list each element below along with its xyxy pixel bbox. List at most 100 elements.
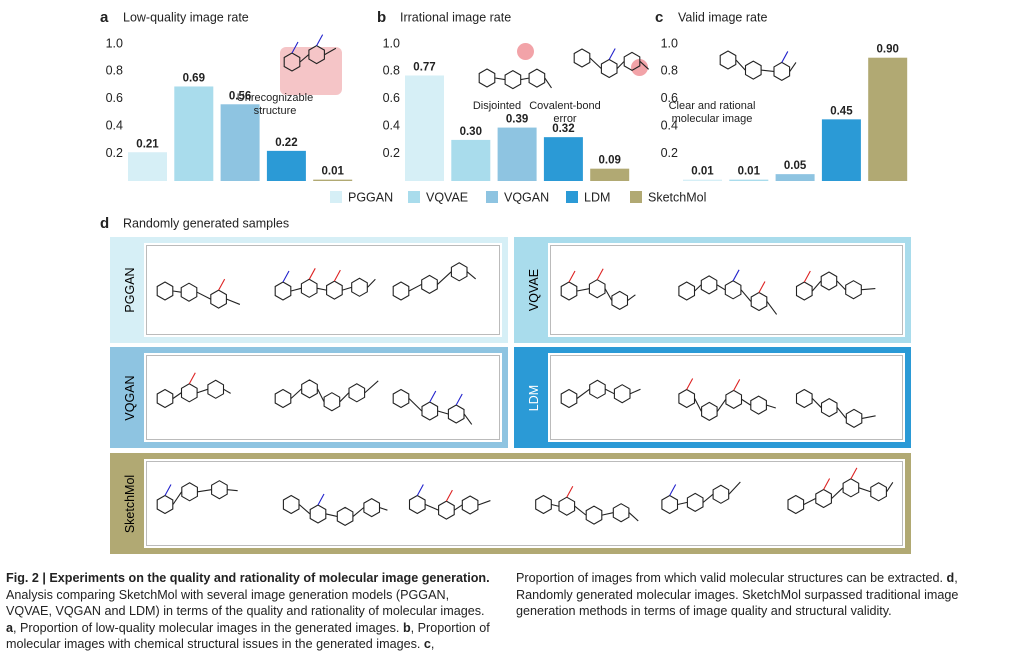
molecule-bond [226,298,241,305]
molecule-ring [678,388,696,409]
molecule-ring [750,395,767,415]
molecule-ring [611,290,629,311]
molecule-bond [172,290,182,293]
molecule-ring [820,397,838,418]
molecule-ring [845,408,863,429]
molecule-bond [455,393,463,406]
molecule-bond [694,284,702,292]
caption: Fig. 2 | Experiments on the quality and … [6,570,1000,668]
molecule-ring [787,494,805,515]
bar [497,127,537,181]
caption-text: , Proportion of molecular images with ch… [6,620,490,652]
molecule-bond [836,407,847,419]
molecule-ring [686,492,704,513]
y-tick-label: 0.8 [106,64,123,78]
y-tick-label: 0.6 [661,91,678,105]
caption-text: c [423,637,431,651]
y-tick-label: 0.6 [106,91,123,105]
highlight [517,43,534,60]
molecule-ring [701,401,718,422]
value-label: 0.56 [229,90,251,102]
molecule-bond [196,291,211,300]
molecule-bond [197,388,208,394]
molecule-bond [669,484,677,496]
legend-label: VQGAN [504,190,549,204]
value-label: 0.01 [738,166,761,178]
sample-label-strip: VQVAE [520,243,548,337]
molecule-bond [831,487,844,499]
panel-letter: a [100,9,109,26]
molecule-bond [886,482,894,493]
panel-letter: b [377,9,386,26]
molecule-bond [596,268,604,280]
molecule-bond [627,294,636,301]
legend-swatch [330,191,342,203]
molecule-bond [364,380,379,394]
molecule-bond [172,491,183,505]
molecule-bond [352,507,365,517]
molecule-bond [694,398,702,412]
molecule-bond [477,500,491,506]
panel-letter: d [100,215,109,232]
y-tick-label: 0.6 [383,91,400,105]
sample-panel: SketchMol [110,453,911,554]
molecule-ring [450,262,468,282]
molecule-ring [438,500,455,520]
molecule-bond [604,288,613,301]
molecule-ring [795,388,813,409]
molecule-bond [628,512,639,522]
molecule-bond [861,415,876,419]
molecule-ring [211,480,228,500]
molecule-ring [207,379,225,399]
molecule-ring [678,281,696,301]
legend-swatch [408,191,420,203]
legend: PGGAN VQVAE VQGAN LDM SketchMol [330,190,706,204]
y-tick-label: 0.4 [106,118,123,132]
bar [775,174,815,181]
molecule-bond [733,379,741,391]
molecules [156,372,473,425]
molecule-ring [560,388,578,409]
molecule-bond [188,372,196,385]
molecule-ring [750,291,768,312]
bar [266,150,306,181]
molecule-ring [700,275,718,295]
molecule-bond [308,268,316,280]
molecule-ring [558,496,576,516]
chart-title: Valid image rate [678,10,767,24]
molecule-bond [574,505,587,516]
molecule-bond [716,399,727,412]
value-label: 0.45 [830,105,853,117]
molecule-bond [732,269,740,282]
value-label: 0.90 [877,44,899,56]
molecule-bond [861,288,876,291]
value-label: 0.09 [599,155,621,167]
value-label: 0.05 [784,160,807,172]
legend-swatch [566,191,578,203]
molecule-bond [342,286,352,291]
panel-letter: c [655,9,663,26]
sample-area [550,245,903,335]
molecule-bond [290,388,302,399]
molecule-ring [282,494,300,515]
molecule-ring [348,383,366,403]
molecule-bond [416,484,424,496]
molecule-bond [454,504,463,511]
annotation: Clear and rational molecular image [668,100,756,125]
value-label: 0.30 [460,126,482,138]
bar [313,179,353,181]
bar [868,57,908,182]
molecule-bond [811,398,822,408]
annotation: Covalent-bond error [529,100,601,125]
molecule-ring [156,388,174,409]
sample-label: LDM [527,384,541,411]
bar-chart: c Valid image rate 0.2 0.4 0.6 0.8 1.0 0.01 0.01… [655,9,908,182]
molecule-bond [298,504,311,515]
bar [821,119,861,181]
molecule-ring [845,280,862,300]
molecule-bond [758,281,766,293]
molecule-bond [601,512,614,516]
y-tick-label: 0.2 [383,146,400,160]
molecule-bond [858,487,871,493]
molecule-bond [379,507,388,511]
